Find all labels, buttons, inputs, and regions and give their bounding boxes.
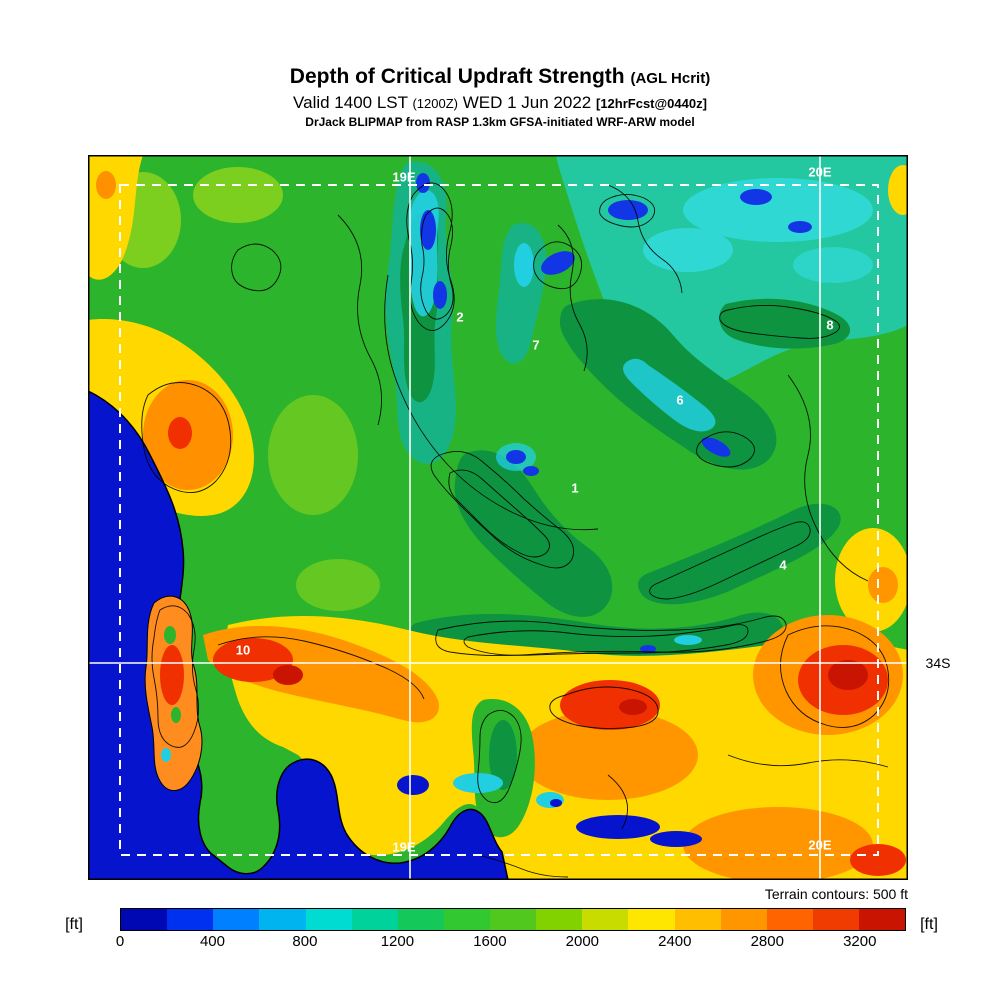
model-line: DrJack BLIPMAP from RASP 1.3km GFSA-init… — [305, 114, 695, 129]
site-label-10: 10 — [235, 642, 251, 658]
colorbar-segment — [443, 909, 490, 930]
colorbar-segment — [720, 909, 767, 930]
colorbar-tick-label: 2400 — [658, 933, 692, 950]
colorbar-segment — [582, 909, 629, 930]
colorbar-segment — [397, 909, 444, 930]
colorbar-segment — [674, 909, 721, 930]
colorbar-segment — [859, 909, 906, 930]
valid-line: Valid 1400 LST (1200Z) WED 1 Jun 2022 [1… — [0, 92, 1000, 113]
colorbar-tick-label: 400 — [199, 933, 225, 950]
colorbar-tick-label: 800 — [292, 933, 318, 950]
header: Depth of Critical Updraft Strength (AGL … — [0, 64, 1000, 130]
colorbar-segment — [628, 909, 675, 930]
valid-date: WED 1 Jun 2022 — [462, 93, 592, 113]
site-label-4: 4 — [779, 557, 787, 573]
map — [85, 155, 918, 883]
colorbar-segment — [351, 909, 398, 930]
colorbar-segment — [766, 909, 813, 930]
grid-label-lat-34s: 34S — [925, 655, 951, 671]
title-suffix: (AGL Hcrit) — [630, 70, 711, 87]
colorbar-tick-label: 1200 — [380, 933, 415, 950]
grid-label-lon-top-right: 20E — [808, 164, 832, 180]
colorbar-tick-label: 0 — [115, 933, 125, 950]
colorbar-tick-label: 2800 — [750, 933, 784, 950]
colorbar-tick-label: 3200 — [843, 933, 877, 950]
site-label-8: 8 — [826, 317, 834, 333]
terrain-contours-note: Terrain contours: 500 ft — [764, 886, 908, 902]
colorbar-tick-label: 2000 — [565, 933, 600, 950]
valid-zulu: (1200Z) — [412, 96, 458, 112]
grid-label-lon-top-center: 19E — [392, 169, 416, 185]
page-title: Depth of Critical Updraft Strength (AGL … — [0, 64, 1000, 90]
colorbar-segment — [213, 909, 260, 930]
title-main: Depth of Critical Updraft Strength — [289, 65, 625, 88]
site-label-1: 1 — [571, 480, 579, 496]
map-svg — [85, 155, 918, 883]
colorbar-tick-label: 1600 — [473, 933, 507, 950]
colorbar-segment — [536, 909, 583, 930]
site-label-7: 7 — [532, 337, 540, 353]
unit-label-right: [ft] — [920, 916, 938, 933]
site-label-6: 6 — [676, 392, 684, 408]
colorbar-segment — [259, 909, 306, 930]
unit-label-left: [ft] — [65, 916, 83, 933]
colorbar — [120, 908, 906, 931]
grid-label-lon-bottom-right: 20E — [808, 837, 832, 853]
colorbar-segment — [812, 909, 859, 930]
site-label-2: 2 — [456, 309, 464, 325]
forecast-tag: [12hrFcst@0440z] — [595, 96, 707, 112]
colorbar-segment — [490, 909, 537, 930]
colorbar-ticks: 0 400 800 1200 1600 2000 2400 2800 3200 — [116, 933, 906, 951]
valid-time: Valid 1400 LST — [293, 93, 408, 113]
colorbar-segment — [305, 909, 352, 930]
colorbar-segment — [167, 909, 214, 930]
grid-label-lon-bottom-center: 19E — [392, 839, 416, 855]
colorbar-segment — [121, 909, 168, 930]
